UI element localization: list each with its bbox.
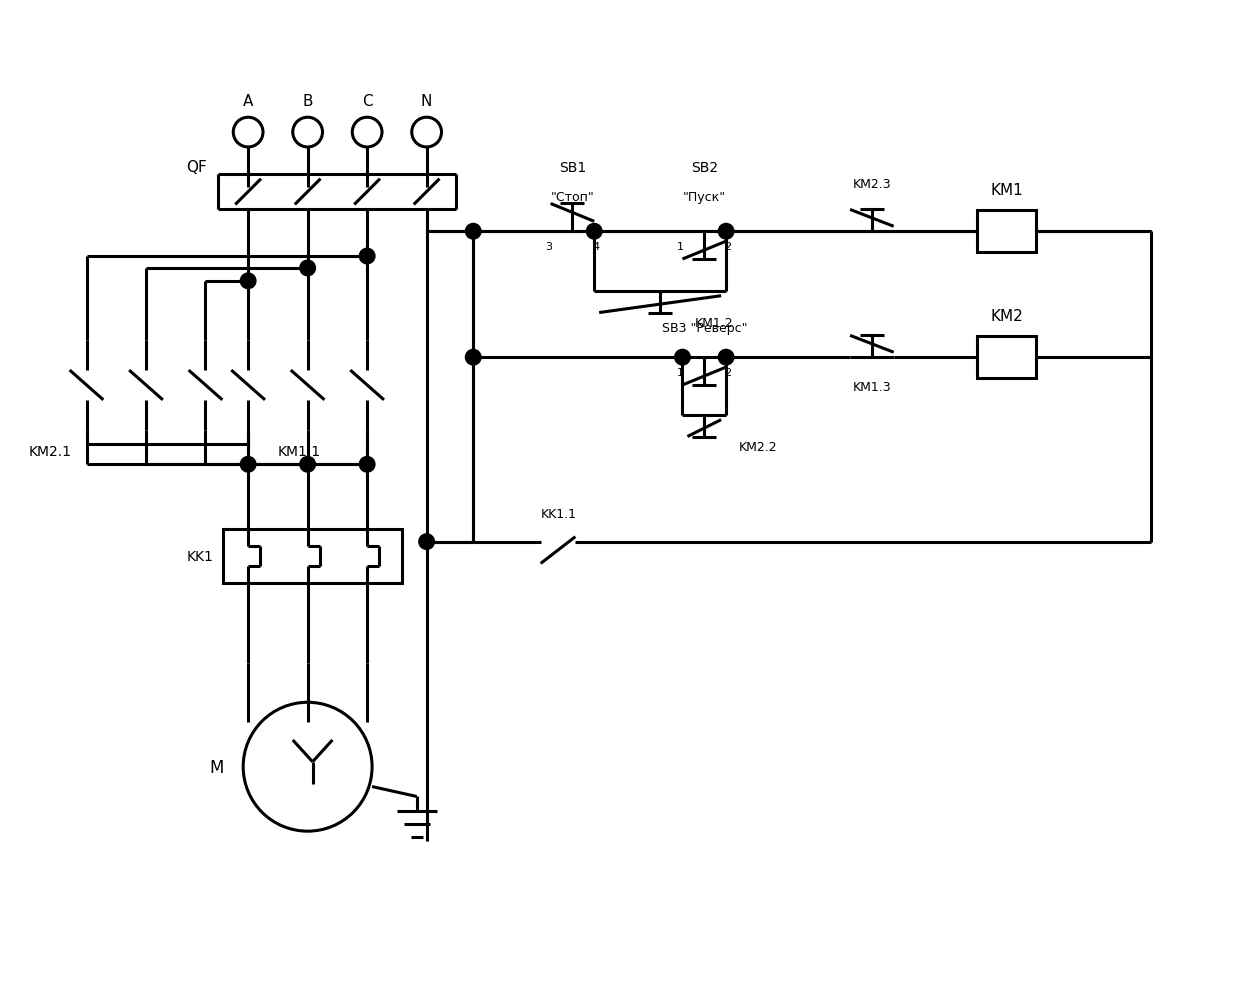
Bar <box>223 529 401 583</box>
Circle shape <box>361 249 374 263</box>
Text: SB2: SB2 <box>690 161 717 175</box>
Text: QF: QF <box>186 160 207 175</box>
Circle shape <box>719 225 733 239</box>
Bar <box>978 211 1037 252</box>
Text: 1: 1 <box>676 242 684 251</box>
Circle shape <box>466 225 481 239</box>
Circle shape <box>420 535 434 549</box>
Text: KM1.1: KM1.1 <box>278 445 321 459</box>
Circle shape <box>242 458 255 472</box>
Text: C: C <box>362 93 373 108</box>
Circle shape <box>719 351 733 365</box>
Text: N: N <box>421 93 432 108</box>
Text: 2: 2 <box>725 368 732 378</box>
Text: KM2.1: KM2.1 <box>28 445 72 459</box>
Bar <box>978 337 1037 379</box>
Text: 4: 4 <box>592 242 600 251</box>
Text: SB1: SB1 <box>559 161 586 175</box>
Circle shape <box>466 351 481 365</box>
Text: M: M <box>209 758 223 776</box>
Circle shape <box>301 261 315 275</box>
Text: 1: 1 <box>676 368 684 378</box>
Circle shape <box>242 274 255 288</box>
Text: A: A <box>243 93 253 108</box>
Text: KM2: KM2 <box>990 309 1023 324</box>
Text: "Пуск": "Пуск" <box>683 191 726 204</box>
Circle shape <box>301 458 315 472</box>
Text: KM2.2: KM2.2 <box>738 440 778 453</box>
Text: SB3 "Реверс": SB3 "Реверс" <box>662 322 747 335</box>
Text: 2: 2 <box>725 242 732 251</box>
Text: KM1.3: KM1.3 <box>852 381 891 394</box>
Text: KM1.2: KM1.2 <box>695 317 733 330</box>
Text: "Стоп": "Стоп" <box>550 191 595 204</box>
Text: KK1.1: KK1.1 <box>540 508 576 521</box>
Circle shape <box>361 458 374 472</box>
Text: KM1: KM1 <box>990 183 1023 198</box>
Text: B: B <box>302 93 313 108</box>
Circle shape <box>587 225 601 239</box>
Text: 3: 3 <box>545 242 553 251</box>
Text: KK1: KK1 <box>187 550 213 564</box>
Text: KM2.3: KM2.3 <box>852 178 891 191</box>
Circle shape <box>675 351 689 365</box>
